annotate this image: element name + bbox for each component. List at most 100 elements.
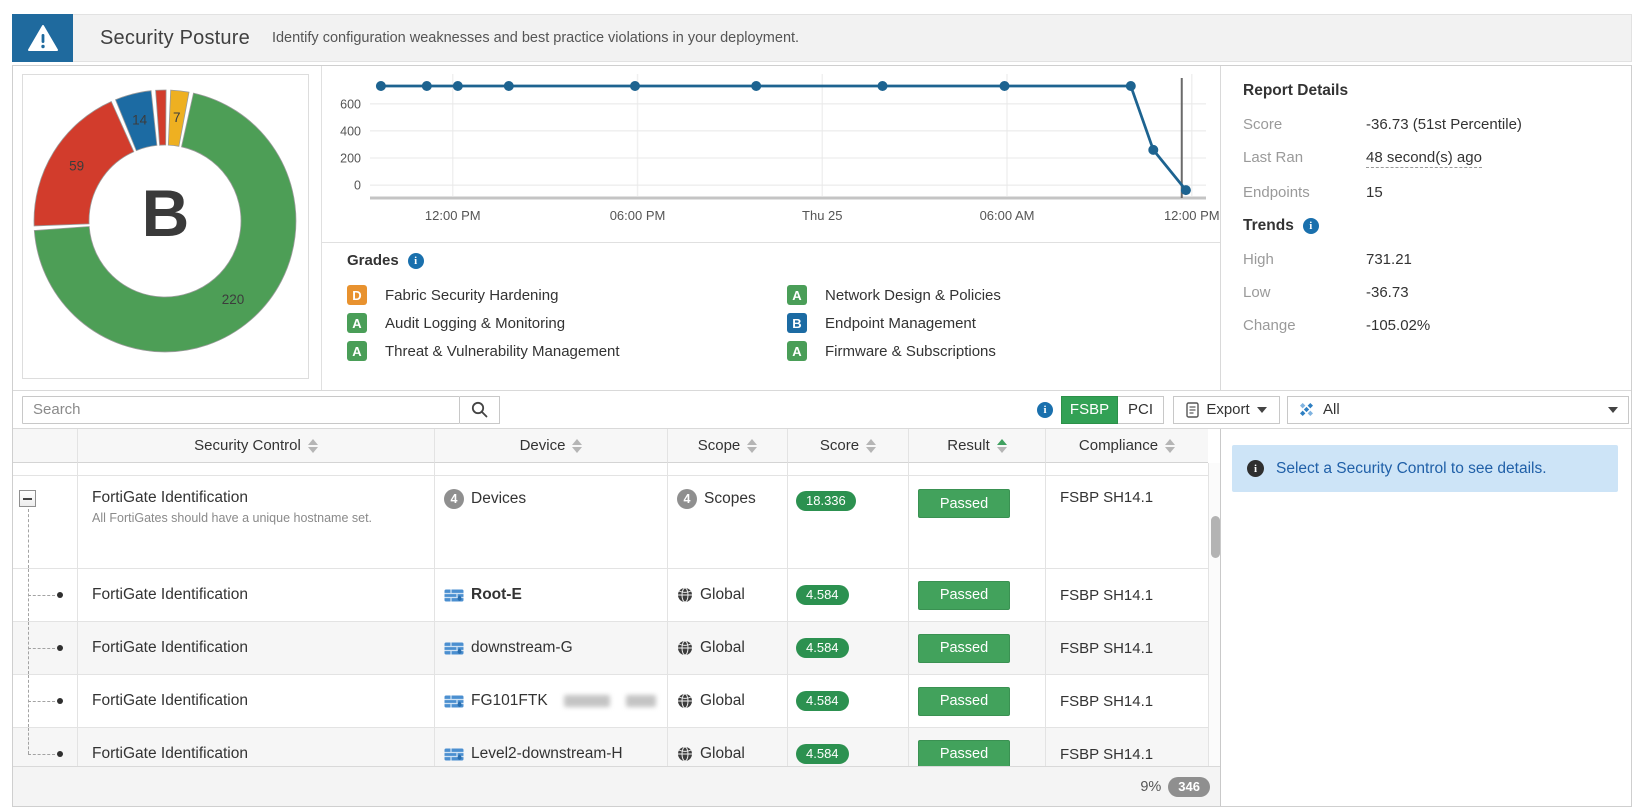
compliance-cell: FSBP SH14.1 xyxy=(1046,569,1208,622)
result-passed-button[interactable]: Passed xyxy=(918,739,1010,766)
column-header-scope[interactable]: Scope xyxy=(668,429,788,463)
trend-data-point[interactable] xyxy=(877,81,888,91)
trend-data-point[interactable] xyxy=(1180,185,1191,196)
grades-title: Grades xyxy=(347,252,399,269)
document-icon xyxy=(1186,401,1200,418)
control-name: FortiGate Identification xyxy=(92,692,248,709)
score-trend-chart[interactable]: 0 200 400 600 12:00 PM 06:00 PM Thu 25 06:00 AM… xyxy=(322,66,1220,242)
column-header-compliance[interactable]: Compliance xyxy=(1046,429,1208,463)
trend-data-point[interactable] xyxy=(630,81,640,91)
score-badge: 4.584 xyxy=(796,744,849,764)
column-header-security-control[interactable]: Security Control xyxy=(78,429,435,463)
donut-segment[interactable] xyxy=(155,89,167,146)
tree-cell xyxy=(13,569,78,622)
trend-data-point[interactable] xyxy=(1148,144,1159,155)
table-row[interactable]: FortiGate Identification FG101FTK Global… xyxy=(13,675,1208,728)
pci-toggle-button[interactable]: PCI xyxy=(1118,395,1164,424)
vertical-scrollbar[interactable] xyxy=(1208,463,1220,766)
report-details-panel: Report Details Score -36.73 (51st Percent… xyxy=(1220,66,1631,390)
detail-label: High xyxy=(1243,251,1274,268)
export-button[interactable]: Export xyxy=(1173,395,1280,424)
tree-bullet xyxy=(57,751,63,757)
fortigate-icon xyxy=(444,642,464,654)
tree-line xyxy=(28,701,55,702)
column-header-score[interactable]: Score xyxy=(788,429,909,463)
device-cell: FG101FTK xyxy=(435,675,668,728)
grades-section: Grades i D Fabric Security Hardening A Audi… xyxy=(322,242,1220,390)
table-row[interactable]: FortiGate Identification Level2-downstre… xyxy=(13,728,1208,766)
grade-donut-column: 7 220 59 14 B xyxy=(13,66,321,390)
donut-segment[interactable] xyxy=(33,100,135,227)
scope-count-label: Scopes xyxy=(704,490,756,507)
grades-info-icon[interactable]: i xyxy=(407,252,424,269)
detail-label: Score xyxy=(1243,116,1283,133)
device-value: Level2-downstream-H xyxy=(435,745,623,763)
fsbp-toggle-button[interactable]: FSBP xyxy=(1061,395,1118,424)
detail-row: Low -36.73 xyxy=(1243,284,1631,301)
result-passed-button[interactable]: Passed xyxy=(918,580,1010,610)
detail-value: 731.21 xyxy=(1366,251,1412,268)
grade-letter-badge: D xyxy=(347,285,367,305)
trend-data-point[interactable] xyxy=(421,81,432,91)
grade-category-label: Firmware & Subscriptions xyxy=(825,342,996,360)
donut-segment[interactable] xyxy=(167,89,190,147)
trend-data-point[interactable] xyxy=(452,81,463,91)
sort-desc-arrow xyxy=(996,446,1007,453)
fortigate-icon xyxy=(444,695,464,707)
device-name: Level2-downstream-H xyxy=(471,745,623,762)
scope-value: Global xyxy=(668,586,745,604)
trend-data-point[interactable] xyxy=(375,81,386,91)
trend-data-point[interactable] xyxy=(503,81,514,91)
result-passed-button[interactable]: Passed xyxy=(918,489,1010,518)
column-header-result[interactable]: Result xyxy=(909,429,1046,463)
sort-asc-arrow xyxy=(866,438,877,445)
result-passed-button[interactable]: Passed xyxy=(918,686,1010,716)
grade-item: A Audit Logging & Monitoring xyxy=(347,309,787,337)
score-badge: 4.584 xyxy=(796,638,849,658)
security-control-cell: FortiGate Identification xyxy=(78,675,435,728)
trend-data-point[interactable] xyxy=(751,81,762,91)
device-value: 4 Devices xyxy=(435,489,667,509)
security-control-cell: FortiGate Identification xyxy=(78,569,435,622)
result-cell: Passed xyxy=(909,569,1046,622)
detail-value[interactable]: 48 second(s) ago xyxy=(1366,149,1482,168)
sort-asc-arrow xyxy=(1165,438,1176,445)
column-header-device[interactable]: Device xyxy=(435,429,668,463)
scope-cell: Global xyxy=(668,569,788,622)
search-input[interactable] xyxy=(22,395,460,424)
result-passed-button[interactable]: Passed xyxy=(918,633,1010,663)
compliance-reference: FSBP SH14.1 xyxy=(1060,692,1154,710)
y-axis-tick-label: 400 xyxy=(340,124,361,138)
scrollbar-thumb[interactable] xyxy=(1210,516,1220,558)
summary-section: 7 220 59 14 B 0 200 400 600 12:00 PM 06:00 PM Thu… xyxy=(13,66,1631,391)
search-button[interactable] xyxy=(460,395,500,424)
scope-name: Global xyxy=(700,692,745,709)
grade-letter-badge: A xyxy=(787,341,807,361)
table-row[interactable]: FortiGate Identification Root-E Global 4.… xyxy=(13,569,1208,622)
table-row[interactable]: FortiGate Identification All FortiGates s… xyxy=(13,476,1208,569)
standard-info-icon[interactable]: i xyxy=(1037,401,1053,418)
device-count-badge: 4 xyxy=(444,489,464,509)
sort-desc-arrow xyxy=(307,446,318,453)
device-value: downstream-G xyxy=(435,639,573,657)
scope-value: Global xyxy=(668,745,745,763)
tree-line xyxy=(28,754,55,755)
grade-donut-chart[interactable]: 7 220 59 14 xyxy=(23,75,308,378)
trend-data-point[interactable] xyxy=(1125,81,1136,91)
redacted-text xyxy=(625,695,656,707)
donut-segment[interactable] xyxy=(33,92,297,353)
scope-name: Global xyxy=(700,745,745,762)
page-header: Security Posture Identify configuration … xyxy=(12,13,1632,62)
table-row[interactable]: FortiGate Identification downstream-G Gl… xyxy=(13,622,1208,675)
detail-label: Change xyxy=(1243,317,1296,334)
trends-info-icon[interactable]: i xyxy=(1302,218,1319,234)
score-cell: 4.584 xyxy=(788,622,909,675)
scope-filter-dropdown[interactable]: All xyxy=(1287,395,1629,424)
column-header-label: Score xyxy=(819,437,860,454)
donut-segment-label: 220 xyxy=(222,292,245,307)
trend-data-point[interactable] xyxy=(999,81,1010,91)
donut-segment-label: 59 xyxy=(69,159,84,174)
donut-segment[interactable] xyxy=(114,90,158,152)
fortigate-icon xyxy=(444,589,464,601)
collapse-toggle[interactable] xyxy=(19,490,36,507)
